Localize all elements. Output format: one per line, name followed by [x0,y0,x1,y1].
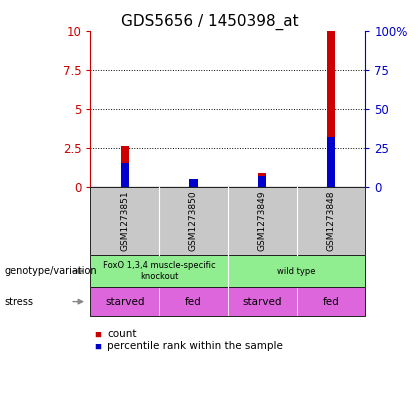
Text: count: count [107,329,136,339]
Bar [121,163,129,187]
Text: GSM1273848: GSM1273848 [326,191,336,251]
Bar [189,179,197,187]
Text: fed: fed [323,297,339,307]
Bar [258,176,266,187]
Text: starved: starved [242,297,282,307]
Text: GDS5656 / 1450398_at: GDS5656 / 1450398_at [121,14,299,30]
Text: ◼: ◼ [94,330,102,338]
Text: wild type: wild type [277,267,316,275]
Text: percentile rank within the sample: percentile rank within the sample [107,341,283,351]
Bar [258,173,266,187]
Bar [189,181,197,187]
Text: FoxO 1,3,4 muscle-specific
knockout: FoxO 1,3,4 muscle-specific knockout [103,261,215,281]
Text: genotype/variation: genotype/variation [4,266,97,276]
Text: GSM1273851: GSM1273851 [120,191,129,252]
Text: fed: fed [185,297,202,307]
Bar [327,137,335,187]
Text: GSM1273849: GSM1273849 [258,191,267,251]
Text: starved: starved [105,297,144,307]
Bar [121,146,129,187]
Text: stress: stress [4,297,33,307]
Text: ◼: ◼ [94,342,102,350]
Bar [327,31,335,187]
Text: GSM1273850: GSM1273850 [189,191,198,252]
